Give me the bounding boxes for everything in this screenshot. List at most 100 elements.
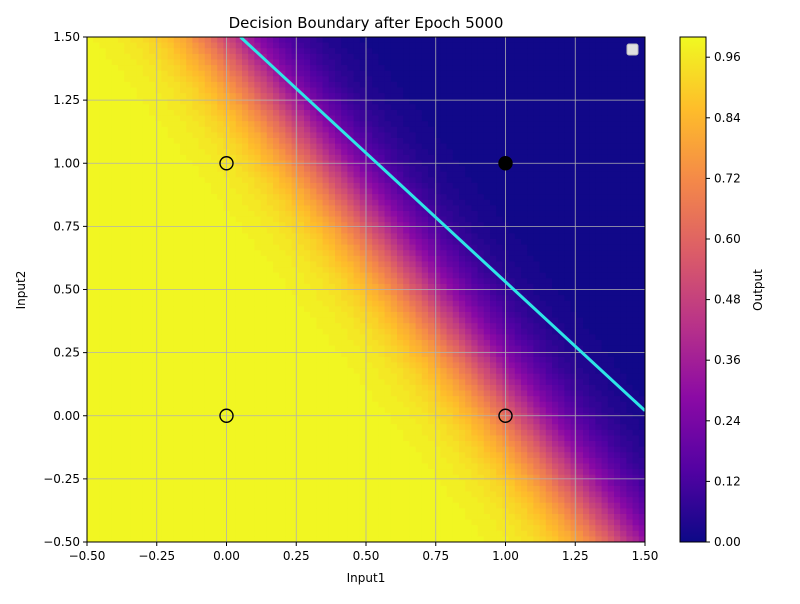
- surface-cell: [192, 267, 200, 274]
- surface-cell: [99, 210, 107, 218]
- surface-cell: [291, 272, 299, 279]
- surface-cell: [99, 452, 107, 459]
- surface-cell: [167, 407, 175, 414]
- surface-cell: [328, 513, 336, 521]
- surface-cell: [403, 149, 410, 156]
- surface-cell: [198, 205, 206, 212]
- surface-cell: [180, 295, 187, 302]
- surface-cell: [279, 42, 286, 49]
- surface-cell: [198, 239, 206, 246]
- surface-cell: [310, 53, 317, 61]
- surface-cell: [266, 149, 274, 156]
- surface-cell: [254, 452, 262, 459]
- surface-cell: [328, 536, 336, 542]
- surface-cell: [266, 452, 274, 459]
- surface-cell: [186, 362, 193, 369]
- surface-cell: [322, 362, 330, 369]
- surface-cell: [341, 42, 348, 49]
- surface-cell: [87, 508, 94, 515]
- surface-cell: [428, 255, 435, 263]
- surface-cell: [217, 121, 224, 128]
- surface-cell: [254, 317, 262, 324]
- surface-cell: [136, 362, 144, 369]
- surface-cell: [111, 429, 119, 436]
- surface-cell: [409, 345, 417, 352]
- surface-cell: [384, 210, 392, 218]
- surface-cell: [403, 502, 410, 509]
- surface-cell: [409, 199, 417, 206]
- surface-cell: [161, 418, 169, 425]
- surface-cell: [111, 227, 119, 234]
- surface-cell: [390, 65, 398, 72]
- surface-cell: [111, 267, 119, 274]
- surface-cell: [142, 53, 150, 61]
- surface-cell: [335, 53, 342, 61]
- surface-cell: [297, 435, 305, 442]
- surface-cell: [87, 530, 94, 537]
- surface-cell: [378, 149, 386, 156]
- surface-cell: [397, 104, 404, 111]
- surface-cell: [415, 340, 423, 347]
- surface-cell: [99, 519, 107, 526]
- surface-cell: [204, 502, 212, 509]
- surface-cell: [366, 311, 373, 319]
- surface-cell: [118, 435, 125, 442]
- surface-cell: [335, 295, 342, 302]
- surface-cell: [341, 345, 348, 352]
- surface-cell: [403, 104, 410, 111]
- surface-cell: [384, 497, 392, 504]
- surface-cell: [99, 328, 107, 335]
- surface-cell: [173, 525, 181, 532]
- surface-cell: [353, 497, 361, 504]
- surface-cell: [167, 81, 175, 89]
- surface-cell: [328, 182, 336, 190]
- surface-cell: [403, 109, 410, 117]
- surface-cell: [229, 334, 237, 341]
- surface-cell: [204, 345, 212, 352]
- surface-cell: [198, 199, 206, 206]
- surface-cell: [316, 272, 324, 279]
- surface-cell: [87, 154, 94, 162]
- surface-cell: [235, 210, 243, 218]
- surface-cell: [248, 143, 255, 150]
- surface-cell: [397, 429, 404, 436]
- surface-cell: [397, 171, 404, 178]
- surface-cell: [335, 424, 342, 431]
- surface-cell: [99, 289, 107, 296]
- surface-cell: [180, 519, 187, 526]
- surface-cell: [341, 379, 348, 386]
- surface-cell: [161, 138, 169, 145]
- surface-cell: [322, 497, 330, 504]
- surface-cell: [105, 93, 113, 100]
- surface-cell: [149, 536, 156, 542]
- surface-cell: [204, 199, 212, 206]
- surface-cell: [316, 491, 324, 498]
- surface-cell: [328, 126, 336, 133]
- surface-cell: [297, 356, 305, 364]
- surface-cell: [273, 441, 280, 448]
- surface-cell: [217, 525, 224, 532]
- surface-cell: [217, 171, 224, 178]
- surface-cell: [341, 76, 348, 83]
- surface-cell: [118, 182, 125, 190]
- surface-cell: [254, 109, 262, 117]
- surface-cell: [186, 530, 193, 537]
- surface-cell: [87, 424, 94, 431]
- surface-cell: [235, 351, 243, 358]
- surface-cell: [291, 435, 299, 442]
- surface-cell: [235, 390, 243, 397]
- surface-cell: [198, 306, 206, 313]
- surface-cell: [384, 216, 392, 223]
- surface-cell: [124, 446, 131, 453]
- surface-cell: [217, 519, 224, 526]
- surface-cell: [229, 65, 237, 72]
- surface-cell: [390, 109, 398, 117]
- surface-cell: [161, 37, 169, 44]
- surface-cell: [328, 328, 336, 335]
- surface-cell: [254, 306, 262, 313]
- surface-cell: [173, 227, 181, 234]
- surface-cell: [173, 188, 181, 195]
- surface-cell: [198, 283, 206, 291]
- surface-cell: [130, 87, 138, 94]
- surface-cell: [260, 474, 268, 481]
